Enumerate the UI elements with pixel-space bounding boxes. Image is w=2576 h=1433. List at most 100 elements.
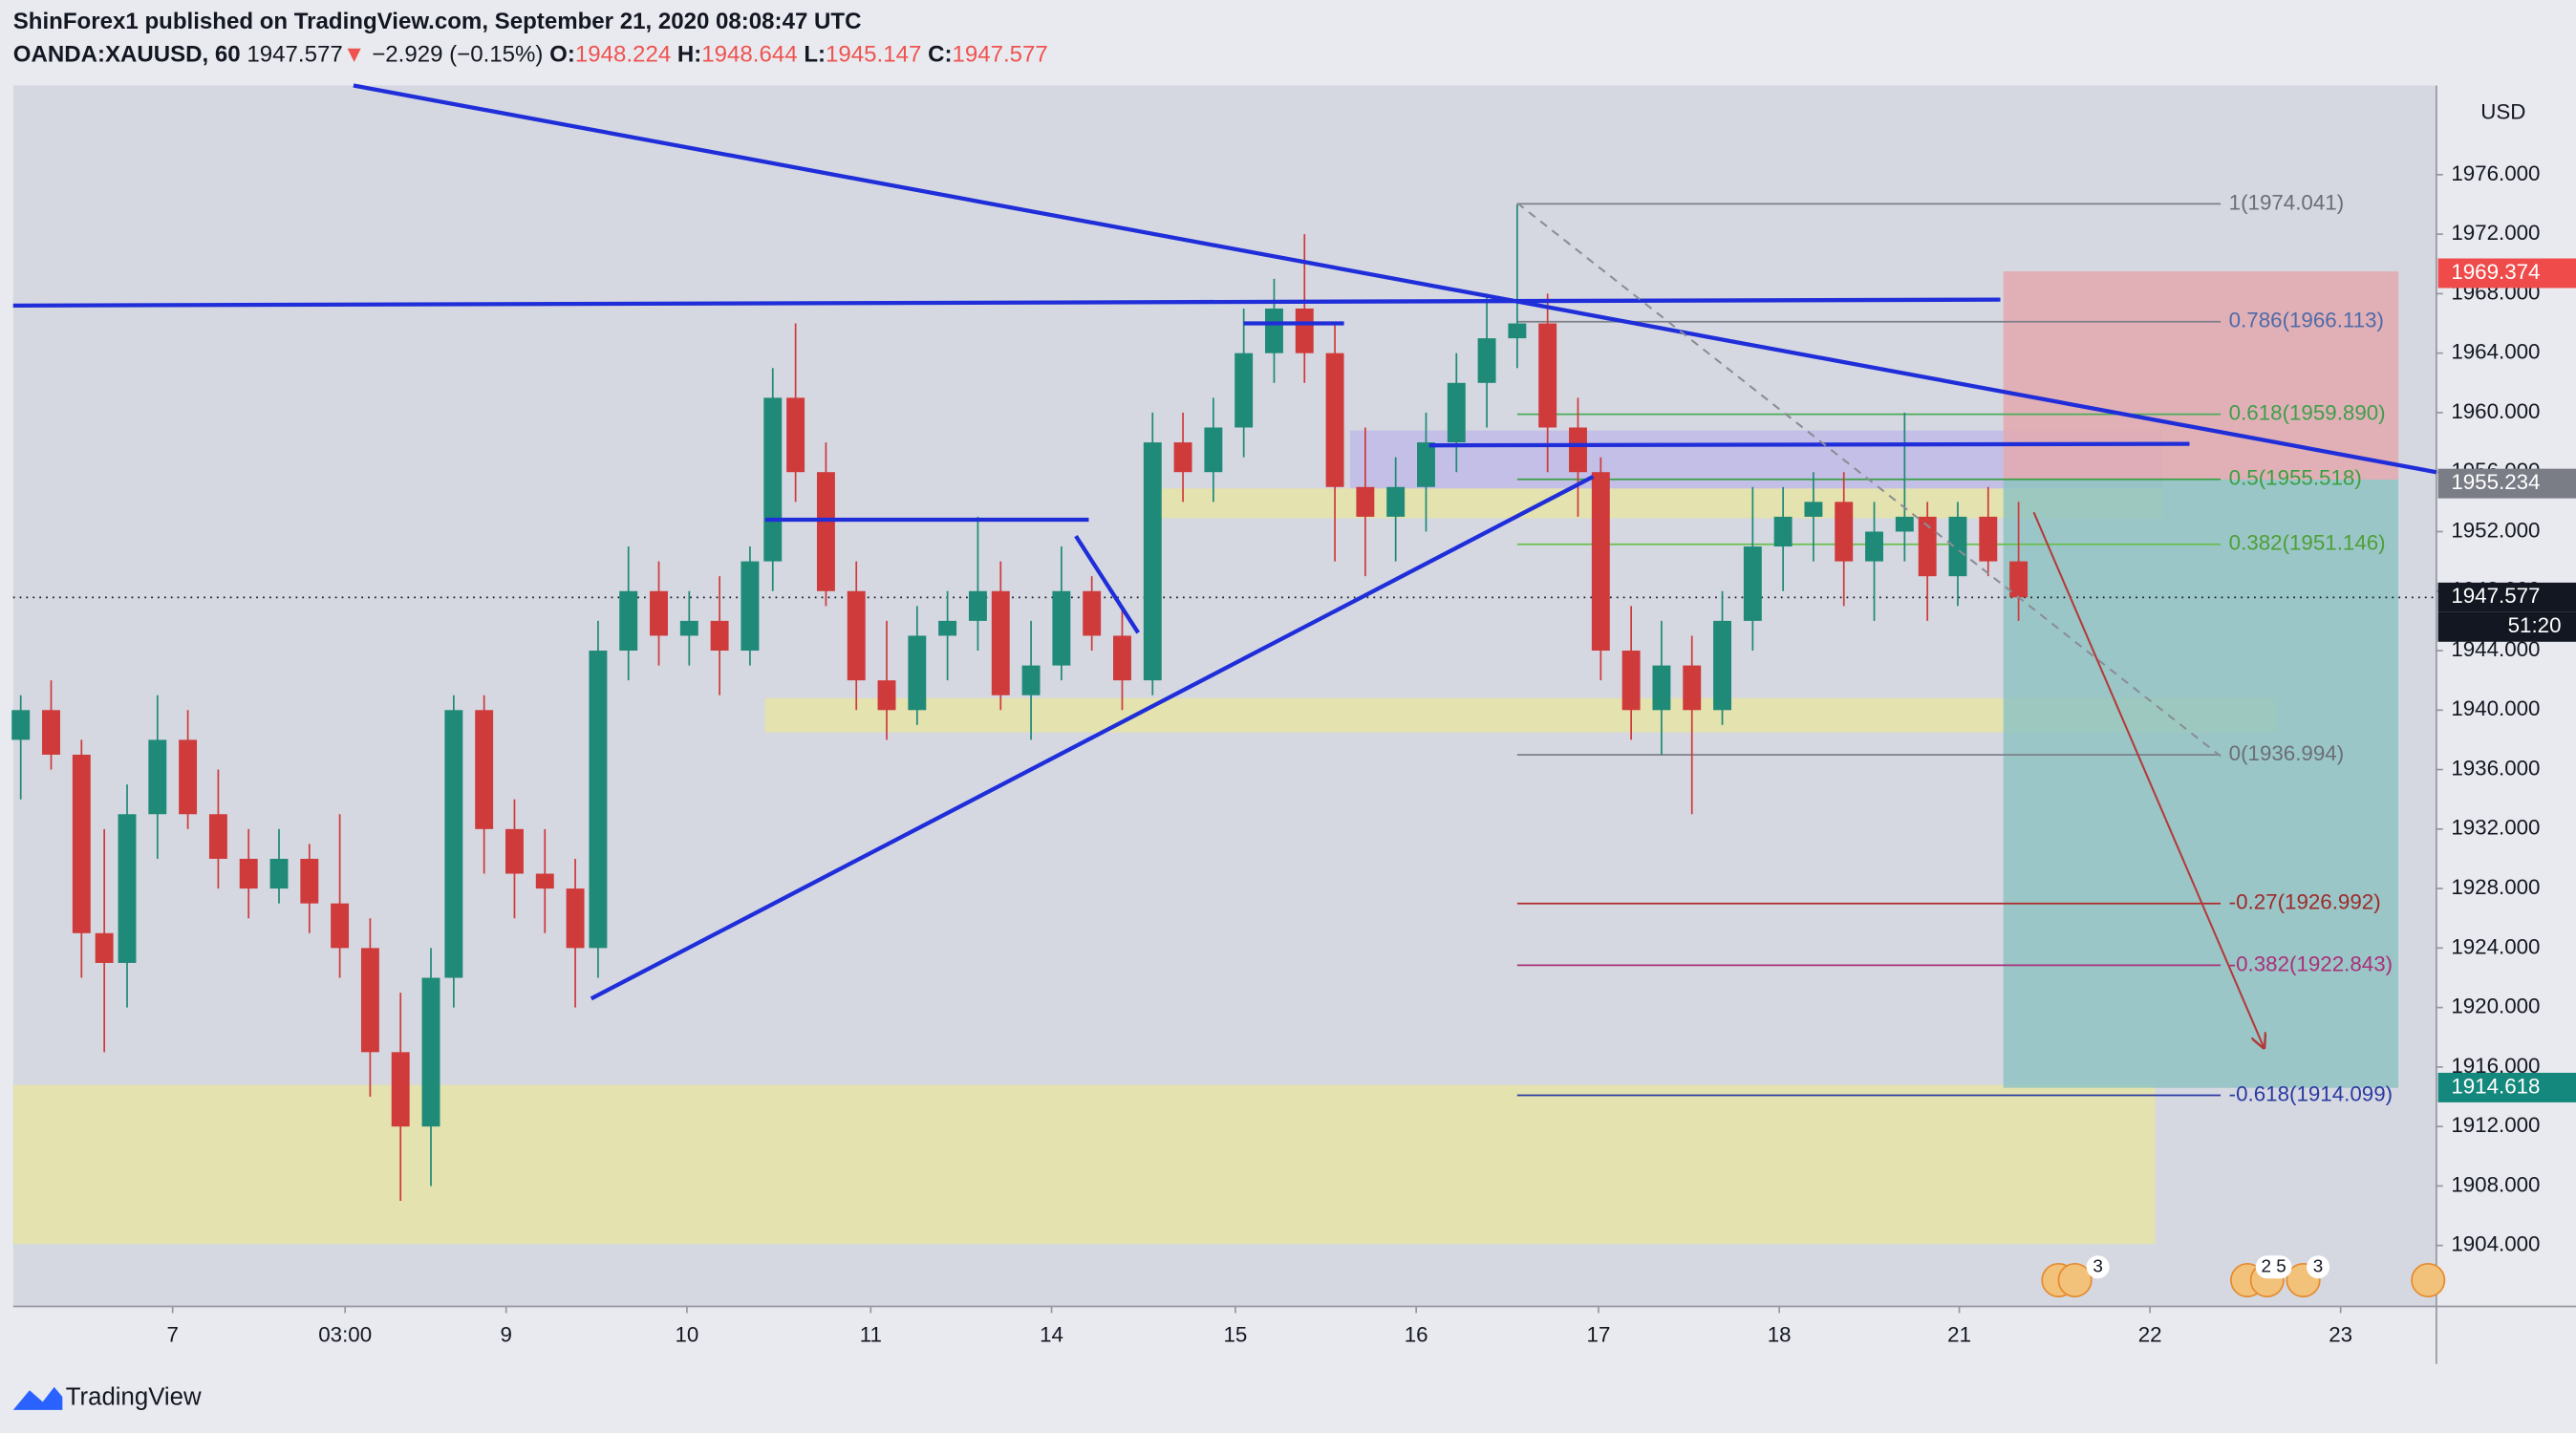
candle-body: [1356, 486, 1375, 517]
candle-body: [179, 739, 198, 815]
candle-body: [239, 858, 258, 889]
candle-body: [505, 828, 524, 874]
candle-body: [1773, 516, 1792, 547]
y-tick-label: 1936.000: [2451, 756, 2540, 780]
candle-body: [741, 561, 760, 652]
fib-label: 0.786(1966.113): [2229, 309, 2384, 332]
candle-body: [1234, 353, 1254, 428]
y-tick-label: 1972.000: [2451, 221, 2540, 245]
ohlc-line: OANDA:XAUUSD, 60 1947.577▼ −2.929 (−0.15…: [13, 42, 1048, 68]
candle-body: [589, 651, 608, 949]
candle-body: [1621, 651, 1641, 711]
y-tick-label: 1952.000: [2451, 518, 2540, 542]
h: 1948.644: [701, 42, 797, 68]
y-tick-label: 1932.000: [2451, 816, 2540, 840]
price-label: 1914.618: [2451, 1074, 2540, 1098]
x-tick-label: 03:00: [318, 1322, 372, 1346]
event-badge: 3: [2313, 1256, 2324, 1276]
fib-label: 0.618(1959.890): [2229, 401, 2386, 425]
y-tick-label: 1924.000: [2451, 934, 2540, 958]
x-tick-label: 21: [1947, 1322, 1971, 1346]
candle-body: [535, 873, 554, 889]
zone: [2003, 271, 2399, 480]
candle-body: [566, 888, 585, 949]
x-tick-label: 14: [1040, 1322, 1063, 1346]
candle-body: [1683, 665, 1702, 711]
event-badge: 3: [2093, 1256, 2103, 1276]
x-tick-label: 22: [2138, 1322, 2162, 1346]
badge: [2307, 1255, 2330, 1279]
fib-label: 0(1936.994): [2229, 741, 2344, 765]
candle-body: [1804, 502, 1823, 517]
footer: TradingView: [12, 1384, 202, 1411]
candle-body: [1295, 308, 1314, 353]
candle-body: [1569, 427, 1587, 473]
logo: [12, 1386, 63, 1410]
fib-label: 0.382(1951.146): [2229, 531, 2386, 555]
x-tick-label: 10: [676, 1322, 699, 1346]
price-label-box: [2437, 1072, 2576, 1102]
candle-body: [1113, 635, 1131, 681]
event-badge: 2 5: [2261, 1256, 2286, 1276]
c: 1947.577: [952, 42, 1047, 68]
l-label: L:: [804, 42, 826, 68]
candle-body: [1948, 516, 1967, 577]
x-tick-label: 16: [1405, 1322, 1428, 1346]
candle-body: [300, 858, 319, 904]
candle-body: [1143, 442, 1162, 681]
candle-body: [2009, 561, 2029, 598]
candle-body: [1865, 531, 1883, 562]
candle-body: [1386, 486, 1406, 517]
y-tick-label: 1940.000: [2451, 696, 2540, 720]
candle-body: [208, 814, 227, 859]
last: 1947.577: [247, 42, 342, 68]
countdown: 51:20: [2508, 613, 2562, 637]
candle-body: [331, 903, 350, 949]
x-tick-label: 23: [2329, 1322, 2352, 1346]
candle-body: [1204, 427, 1223, 473]
candle-body: [1918, 516, 1937, 577]
c-label: C:: [928, 42, 952, 68]
candle-body: [72, 754, 91, 933]
zone: [12, 1084, 2156, 1245]
candle-body: [1417, 442, 1435, 487]
candle-body: [475, 710, 494, 829]
trend-line: [590, 474, 1595, 1001]
candle-body: [148, 739, 167, 815]
y-tick-label: 1912.000: [2451, 1113, 2540, 1137]
x-tick-label: 18: [1768, 1322, 1792, 1346]
fib-label: -0.382(1922.843): [2229, 952, 2393, 975]
y-tick-label: 1964.000: [2451, 340, 2540, 364]
price-label-box: [2437, 468, 2576, 499]
candle-body: [1021, 665, 1041, 695]
fib-label: 0.5(1955.518): [2229, 466, 2362, 490]
candle-body: [1477, 338, 1496, 383]
candle-body: [360, 948, 379, 1053]
y-tick-label: 1976.000: [2451, 161, 2540, 185]
x-tick-label: 17: [1587, 1322, 1611, 1346]
candle-body: [877, 680, 896, 711]
fib-label: 1(1974.041): [2229, 190, 2344, 214]
price-label: 1969.374: [2451, 260, 2540, 284]
fib-label: -0.618(1914.099): [2229, 1081, 2393, 1105]
price-label-box: [2437, 582, 2576, 612]
candle-body: [1173, 442, 1192, 473]
candle-body: [11, 710, 31, 740]
candle-body: [938, 620, 957, 636]
candle-body: [1447, 382, 1466, 443]
candle-body: [1538, 323, 1557, 428]
candle-body: [1895, 516, 1914, 532]
zone: [2003, 479, 2399, 1088]
plot: 1(1974.041) 0.786(1966.113) 0.618(1959.890…: [11, 83, 2437, 1245]
x-tick-label: 7: [166, 1322, 178, 1346]
candle-body: [269, 858, 289, 889]
candle-body: [619, 590, 638, 652]
trend-line: [1428, 441, 2190, 448]
candle-body: [968, 590, 987, 621]
candle-body: [1508, 323, 1527, 339]
candle-body: [786, 397, 805, 473]
y-tick-label: 1908.000: [2451, 1172, 2540, 1196]
candle-body: [816, 472, 835, 591]
candle-body: [1652, 665, 1671, 711]
